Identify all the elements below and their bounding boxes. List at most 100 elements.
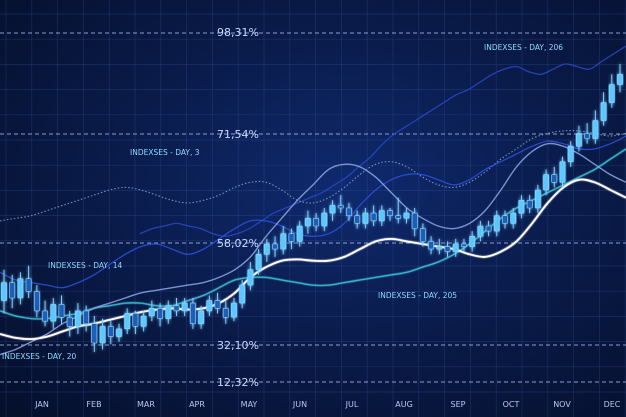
candlestick: [66, 310, 73, 337]
series-line-dotted: [0, 129, 626, 222]
candle-body: [173, 305, 180, 312]
candlestick: [444, 241, 451, 257]
candle-body: [255, 254, 262, 271]
candlestick: [288, 228, 295, 250]
month-axis: JAN FEB MAR APR MAY JUN JUL AUG SEP OCT …: [34, 400, 621, 409]
candlestick: [255, 249, 262, 275]
candle-body: [280, 233, 287, 250]
candle-body: [107, 325, 114, 337]
candle-body: [33, 291, 40, 312]
candlestick: [428, 236, 434, 255]
candlestick: [395, 197, 402, 224]
candlestick: [304, 210, 311, 234]
candlestick: [75, 303, 81, 334]
candlestick: [543, 169, 549, 196]
candle-body: [370, 212, 377, 222]
candle-body: [214, 300, 221, 309]
candle-body: [460, 243, 467, 247]
annotation-label: INDEXSES - DAY, 20: [2, 352, 77, 361]
candle-body: [395, 215, 402, 219]
candlestick: [436, 238, 443, 255]
candlestick: [370, 205, 377, 226]
candle-body: [477, 225, 484, 237]
candlestick: [469, 231, 476, 252]
candlestick: [296, 220, 303, 247]
candlestick: [477, 220, 484, 242]
month-label: DEC: [604, 400, 621, 409]
candle-body: [190, 302, 196, 325]
candlestick: [321, 208, 328, 232]
candle-body: [485, 225, 492, 232]
annotation-label: INDEXSES - DAY, 3: [130, 148, 200, 157]
candle-body: [378, 210, 385, 222]
candle-body: [551, 174, 558, 183]
candle-body: [239, 284, 246, 304]
candlestick: [25, 265, 32, 298]
candlestick: [337, 195, 344, 214]
dashed-level-lines: [0, 32, 626, 383]
series-line-blue: [0, 135, 626, 289]
candlestick: [9, 274, 16, 309]
level-labels: 98,31% 71,54% 58,02% 32,10% 12,32%: [217, 26, 259, 389]
candle-body: [559, 161, 566, 183]
month-label: OCT: [503, 400, 520, 409]
level-label: 12,32%: [217, 376, 259, 389]
candle-body: [534, 189, 541, 209]
candle-body: [140, 315, 147, 327]
candle-body: [469, 236, 476, 247]
candlestick: [551, 166, 558, 188]
candle-body: [1, 282, 7, 301]
candle-body: [493, 215, 500, 232]
candle-body: [329, 205, 336, 214]
candle-body: [321, 212, 328, 227]
candle-body: [617, 74, 623, 85]
month-label: NOV: [553, 400, 571, 409]
candle-body: [181, 302, 188, 312]
level-label: 58,02%: [217, 237, 259, 250]
candle-body: [518, 200, 525, 214]
candle-body: [42, 310, 48, 322]
level-label: 32,10%: [217, 339, 259, 352]
candlestick: [33, 285, 40, 318]
candlestick: [263, 238, 270, 262]
candle-body: [83, 310, 89, 325]
candlestick: [313, 213, 319, 232]
annotation-label: INDEXSES - DAY, 205: [378, 291, 457, 300]
candle-body: [600, 102, 607, 121]
candle-body: [25, 278, 32, 292]
month-label: AUG: [395, 400, 413, 409]
candle-body: [313, 218, 319, 227]
month-label: JAN: [34, 400, 49, 409]
annotation-label: INDEXSES - DAY, 14: [48, 261, 123, 270]
candlestick: [173, 298, 180, 316]
candlestick: [403, 208, 410, 224]
candlestick: [116, 323, 122, 342]
candle-body: [510, 212, 517, 224]
candlestick: [280, 226, 287, 255]
candlestick: [99, 318, 106, 350]
candlestick: [584, 123, 590, 144]
candle-body: [157, 307, 163, 319]
candlestick: [485, 220, 492, 237]
month-label: JUN: [292, 400, 307, 409]
candle-body: [116, 328, 122, 337]
candle-body: [148, 307, 155, 317]
candle-body: [50, 304, 57, 322]
candlestick: [526, 195, 533, 214]
candlestick: [493, 210, 500, 237]
candlestick: [600, 92, 607, 126]
candle-body: [428, 241, 434, 250]
series-line-top: [139, 45, 626, 237]
candlestick: [42, 300, 48, 327]
candlestick: [124, 308, 131, 334]
candle-body: [288, 233, 295, 242]
series-lines: [0, 45, 626, 356]
candlestick: [198, 305, 204, 329]
candlestick: [419, 223, 426, 247]
candlestick: [387, 208, 393, 221]
level-label: 98,31%: [217, 26, 259, 39]
candlestick: [222, 300, 229, 324]
month-label: MAY: [241, 400, 258, 409]
